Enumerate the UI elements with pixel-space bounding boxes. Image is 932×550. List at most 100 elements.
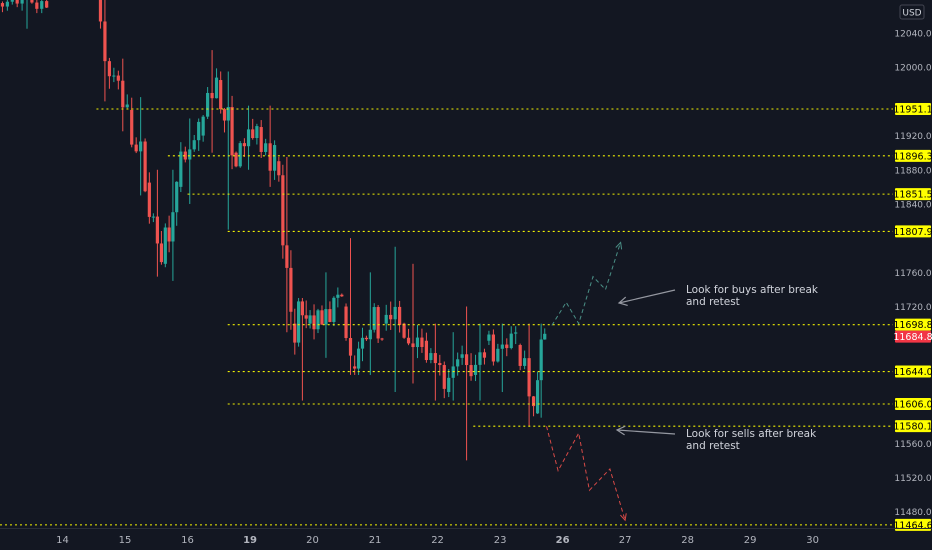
candle-up: [272, 145, 277, 171]
buy-annotation-line-2: and retest: [686, 296, 740, 308]
candle-down: [15, 0, 19, 4]
level-price-label: 11580.1: [893, 422, 932, 433]
candle-down: [234, 152, 238, 167]
candle-up: [179, 151, 183, 187]
projected-down-path: [546, 426, 626, 521]
annotations: Look for buys after break and retest Loo…: [615, 284, 819, 452]
candle-down: [491, 334, 495, 362]
projected-up-path-arrowhead: [615, 241, 623, 250]
candle-down: [328, 309, 332, 322]
date-tick-label: 22: [431, 535, 444, 546]
candle-up: [139, 141, 143, 152]
price-tick-label: 11520.0: [894, 474, 931, 484]
candle-down: [320, 310, 324, 325]
candle-down: [159, 243, 164, 263]
date-ticks: 14 15 16 19 20 21 22 23 26 27 28 29 30: [56, 535, 819, 546]
candle-up: [171, 212, 175, 242]
candle-down: [183, 151, 187, 160]
price-axis[interactable]: USD 12040.012000.011920.011880.011840.01…: [893, 0, 932, 531]
date-tick-label: 27: [619, 535, 632, 546]
level-price-badge: [895, 188, 931, 201]
candle-up: [543, 333, 547, 340]
candle-up: [496, 348, 500, 362]
candle-up: [238, 143, 242, 167]
date-tick-label: 23: [494, 535, 507, 546]
candle-down: [281, 175, 285, 246]
candle-down: [505, 344, 509, 349]
level-price-badge: [895, 102, 931, 115]
sell-annotation-line-1: Look for sells after break: [686, 428, 817, 440]
candle-up: [500, 344, 504, 349]
candle-down: [230, 107, 234, 156]
candle-down: [121, 80, 125, 108]
candle-up: [197, 121, 201, 141]
candle-up: [384, 314, 388, 324]
candle-down: [464, 354, 469, 366]
price-tick-label: 12040.0: [894, 30, 931, 40]
level-price-badge: [895, 318, 931, 331]
level-price-label: 11807.9: [893, 227, 932, 238]
candle-down: [103, 21, 107, 62]
date-tick-label: 26: [556, 535, 570, 546]
candle-up: [539, 339, 543, 381]
sell-annotation-arrow-head: [615, 425, 626, 436]
price-tick-label: 11560.0: [894, 440, 931, 450]
candle-down: [411, 343, 415, 348]
candle-up: [360, 337, 365, 349]
candle-up: [478, 352, 482, 365]
time-axis[interactable]: 14 15 16 19 20 21 22 23 26 27 28 29 30: [0, 528, 932, 547]
candle-down: [376, 307, 380, 339]
level-price-label: 11464.6: [893, 520, 932, 531]
candle-up: [112, 75, 116, 77]
candle-down: [289, 267, 293, 312]
candle-down: [304, 315, 308, 319]
candle-down: [364, 337, 369, 340]
candles: [0, 0, 547, 461]
candle-up: [255, 126, 259, 139]
price-tick-label: 11480.0: [894, 508, 931, 518]
level-price-label: 11896.3: [893, 151, 932, 162]
candle-down: [433, 353, 437, 364]
candle-down: [251, 129, 255, 139]
date-tick-label: 21: [369, 535, 382, 546]
candle-down: [35, 2, 39, 9]
candle-up: [246, 129, 251, 147]
candle-down: [402, 323, 406, 338]
candle-up: [336, 294, 340, 298]
candle-down: [285, 245, 289, 268]
candle-down: [420, 337, 424, 347]
candle-up: [296, 301, 301, 343]
candle-down: [348, 338, 353, 356]
sell-annotation-line-2: and retest: [686, 440, 740, 452]
candle-down: [293, 323, 297, 343]
candle-down: [353, 366, 357, 369]
candle-up: [324, 309, 328, 325]
candle-down: [259, 127, 263, 152]
price-tick-label: 11880.0: [894, 166, 931, 176]
candle-up: [308, 315, 312, 324]
candle-down: [116, 75, 120, 81]
level-price-label: 11851.5: [893, 190, 932, 201]
candle-down: [268, 143, 272, 171]
candle-down: [222, 109, 227, 121]
candle-up: [201, 116, 205, 136]
candle-up: [175, 181, 179, 213]
level-price-badge: [895, 149, 931, 162]
candle-down: [107, 61, 111, 77]
candle-down: [30, 0, 34, 3]
current-price-label: 11684.8: [893, 332, 932, 343]
sell-annotation-arrow: [616, 429, 676, 435]
candle-down: [210, 92, 214, 99]
currency-label: USD: [902, 9, 921, 19]
candle-down: [98, 0, 103, 22]
candle-down: [531, 396, 536, 407]
date-tick-label: 16: [181, 535, 194, 546]
price-tick-label: 11920.0: [894, 132, 931, 142]
candle-up: [125, 104, 129, 108]
candle-up: [316, 310, 320, 330]
level-price-labels: 11951.1 11896.3 11851.5 11807.9 11698.8 11644…: [893, 102, 932, 531]
currency-badge[interactable]: [899, 4, 925, 20]
candle-down: [242, 143, 246, 147]
